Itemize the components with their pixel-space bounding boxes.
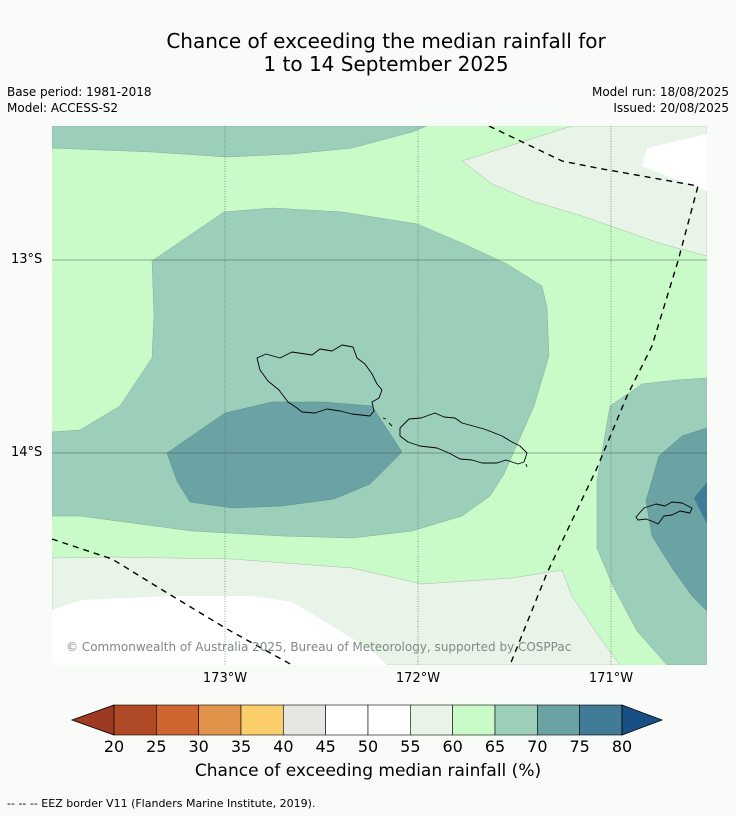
- chart-title: Chance of exceeding the median rainfall …: [0, 30, 736, 76]
- eez-border: [52, 126, 699, 665]
- colorbar-tick-label: 75: [569, 737, 590, 756]
- colorbar-tick-label: 30: [188, 737, 209, 756]
- colorbar-cells: [113, 704, 623, 736]
- colorbar-cell: [494, 704, 538, 736]
- colorbar-cell: [410, 704, 453, 736]
- colorbar-cell: [537, 704, 580, 736]
- colorbar-cell: [325, 704, 369, 736]
- colorbar-tick-label: 20: [103, 737, 125, 756]
- colorbar-cell: [452, 704, 496, 736]
- graticule: [52, 126, 707, 665]
- model-run: Model run: 18/08/2025: [591, 85, 729, 99]
- colorbar-tick-label: 25: [146, 737, 167, 756]
- colorbar-cell: [367, 704, 411, 736]
- copyright-notice: © Commonwealth of Australia 2025, Bureau…: [66, 640, 572, 654]
- colorbar-cell: [240, 704, 284, 736]
- upolu-island: [399, 412, 528, 465]
- contour-65-70-north: [52, 126, 428, 158]
- lon-label-171w: 171°W: [588, 671, 634, 686]
- colorbar: [70, 704, 664, 736]
- contour-50-55-south: [52, 596, 387, 665]
- lon-label-172w: 172°W: [395, 671, 441, 686]
- title-line-2: 1 to 14 September 2025: [263, 52, 509, 76]
- colorbar-cell: [579, 704, 623, 736]
- meta-left: Base period: 1981-2018 Model: ACCESS-S2: [7, 84, 152, 116]
- lat-label-14s: 14°S: [11, 445, 43, 460]
- colorbar-label: Chance of exceeding median rainfall (%): [194, 761, 542, 781]
- contour-50-55-northeast: [642, 134, 707, 191]
- map-svg: [52, 126, 707, 665]
- colorbar-under-arrow: [70, 704, 115, 736]
- model-name: Model: ACCESS-S2: [7, 101, 119, 115]
- contour-45-50-south: [97, 658, 387, 665]
- lon-label-173w: 173°W: [202, 671, 248, 686]
- colorbar-tick-label: 35: [230, 737, 252, 756]
- contour-70-75-east: [645, 427, 707, 612]
- eez-border-southwest: [52, 538, 293, 665]
- savaii-island: [256, 344, 383, 417]
- forecast-map: © Commonwealth of Australia 2025, Bureau…: [52, 126, 707, 665]
- colorbar-tick-label: 55: [400, 737, 421, 756]
- colorbar-tick-label: 80: [611, 737, 633, 756]
- colorbar-cell: [113, 704, 157, 736]
- eez-border-east: [488, 126, 699, 665]
- tutuila-island: [635, 501, 693, 525]
- colorbar-tick-label: 45: [315, 737, 336, 756]
- colorbar-tick-label: 60: [442, 737, 463, 756]
- lat-label-13s: 13°S: [11, 252, 43, 267]
- coastlines: [256, 344, 693, 525]
- colorbar-tick-label: 50: [357, 737, 379, 756]
- title-line-1: Chance of exceeding the median rainfall …: [166, 29, 606, 53]
- meta-right: Model run: 18/08/2025 Issued: 20/08/2025: [592, 84, 729, 116]
- issued-date: Issued: 20/08/2025: [613, 101, 729, 115]
- nuutele-island: [525, 463, 528, 468]
- base-period: Base period: 1981-2018: [7, 85, 152, 99]
- colorbar-tick-label: 70: [527, 737, 548, 756]
- eez-footnote: -- -- -- EEZ border V11 (Flanders Marine…: [7, 797, 316, 810]
- colorbar-cell: [198, 704, 242, 736]
- colorbar-over-arrow: [621, 704, 664, 736]
- contour-70-75-central: [166, 401, 403, 509]
- colorbar-tick-label: 40: [273, 737, 294, 756]
- colorbar-tick-label: 65: [484, 737, 506, 756]
- colorbar-cell: [156, 704, 199, 736]
- contour-75-80-east: [694, 482, 707, 524]
- colorbar-cell: [283, 704, 326, 736]
- apolima-manono-islands: [382, 417, 393, 427]
